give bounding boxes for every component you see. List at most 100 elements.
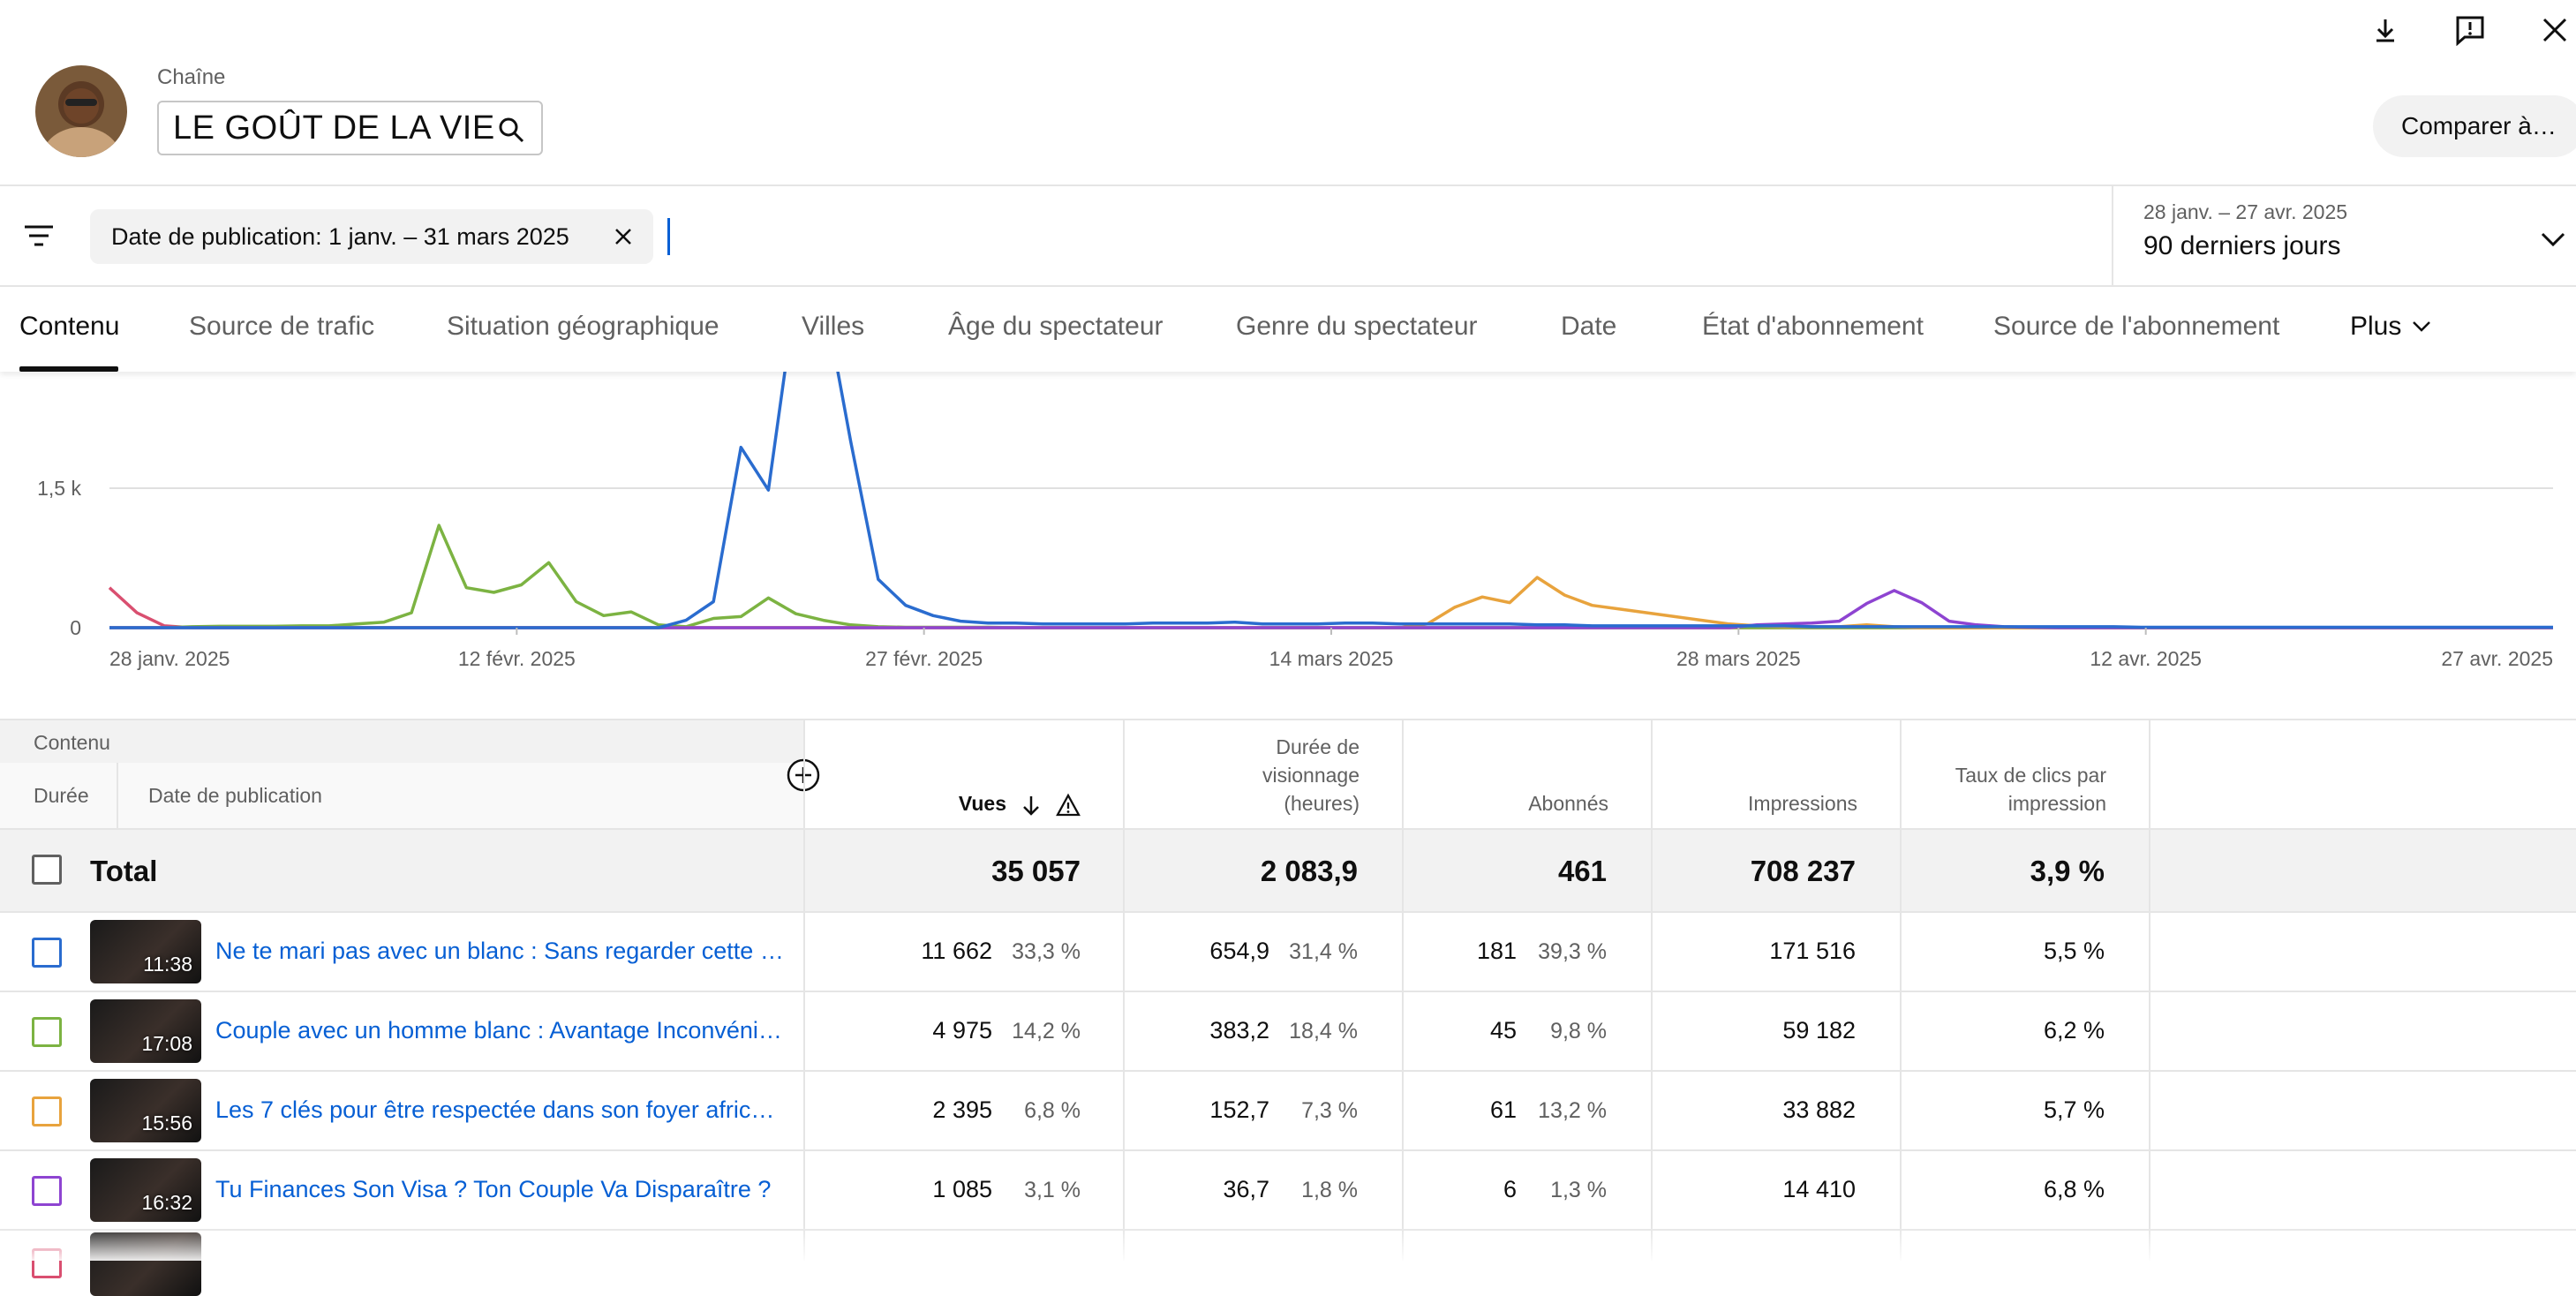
column-divider [1900,1072,1902,1149]
row-checkbox[interactable] [32,1096,62,1126]
tab-date[interactable]: Date [1561,312,1617,341]
duration-header[interactable]: Durée [34,784,89,807]
search-icon[interactable] [497,116,525,144]
column-header-vues[interactable]: Vues [803,719,1123,830]
tab-genre-spectateur[interactable]: Genre du spectateur [1236,312,1478,341]
active-tab-indicator [19,366,118,372]
column-divider [2149,1151,2150,1229]
content-table: Contenu Durée Date de publication Vues D… [0,719,2576,1296]
row-vues: 2 395 [932,1096,992,1123]
pubdate-header[interactable]: Date de publication [148,784,322,807]
total-vues: 35 057 [991,855,1081,887]
row-vues-pct: 3,1 % [1024,1178,1081,1202]
compare-button[interactable]: Comparer à… [2373,95,2576,157]
column-divider [2149,830,2150,911]
column-divider [1402,1072,1404,1149]
column-divider [1900,1151,1902,1229]
row-checkbox[interactable] [32,1017,62,1047]
filter-chip[interactable]: Date de publication: 1 janv. – 31 mars 2… [90,209,653,264]
feedback-icon[interactable] [2451,11,2489,49]
content-header[interactable]: Contenu [34,731,110,754]
tab-situation-geographique[interactable]: Situation géographique [447,312,719,341]
x-tick-label: 27 févr. 2025 [865,647,983,670]
column-header-watch-time[interactable]: Durée de visionnage (heures) [1123,719,1402,830]
video-duration: 17:08 [141,1032,192,1055]
tab-contenu[interactable]: Contenu [19,312,120,341]
table-row[interactable]: 16:32 Tu Finances Son Visa ? Ton Couple V… [0,1151,2576,1231]
vues-header-label: Vues [958,792,1006,815]
column-header-ctr[interactable]: Taux de clics par impression [1900,719,2149,830]
row-checkbox[interactable] [32,1176,62,1206]
column-divider [1123,913,1125,991]
row-vues-pct: 14,2 % [1012,1019,1081,1044]
tab-plus[interactable]: Plus [2350,312,2433,342]
row-vues: 4 975 [932,1017,992,1044]
video-title-link[interactable]: Les 7 clés pour être respectée dans son … [215,1096,786,1123]
row-abonnes: 61 [1489,1096,1517,1123]
row-ctr: 6,2 % [2043,1017,2105,1044]
views-line-chart: 1,5 k 0 28 janv. 2025 12 févr. 2025 27 févr.… [0,372,2576,719]
row-watch-pct: 18,4 % [1289,1019,1358,1044]
row-vues-pct: 33,3 % [1012,939,1081,964]
chevron-down-icon[interactable] [2535,222,2571,257]
tab-source-abonnement[interactable]: Source de l'abonnement [1993,312,2280,341]
table-row[interactable]: 17:08 Couple avec un homme blanc : Avanta… [0,992,2576,1072]
sort-down-icon[interactable] [1019,793,1043,818]
channel-avatar [35,65,127,157]
column-divider [1123,830,1125,911]
tab-source-trafic[interactable]: Source de trafic [189,312,375,341]
chevron-down-icon [2413,321,2431,332]
date-preset-text: 90 derniers jours [2143,231,2341,260]
warning-icon[interactable] [1056,793,1081,818]
video-thumbnail[interactable]: 17:08 [90,999,201,1063]
row-checkbox[interactable] [32,938,62,968]
tab-age-spectateur[interactable]: Âge du spectateur [948,312,1164,341]
row-vues-pct: 6,8 % [1024,1098,1081,1123]
close-icon[interactable] [2535,11,2574,49]
table-row[interactable]: 15:56 Les 7 clés pour être respectée dans… [0,1072,2576,1151]
tab-villes[interactable]: Villes [802,312,865,341]
row-watch-time: 383,2 [1209,1017,1269,1044]
video-duration: 15:56 [141,1111,192,1134]
row-impressions: 171 516 [1769,938,1856,964]
video-title-link[interactable]: Tu Finances Son Visa ? Ton Couple Va Dis… [215,1176,772,1202]
row-abonnes-pct: 1,3 % [1550,1178,1607,1202]
total-label: Total [90,855,158,887]
dimension-tabs: Contenu Source de trafic Situation géogr… [0,287,2576,372]
video-thumbnail[interactable]: 15:56 [90,1079,201,1142]
video-title-link[interactable]: Couple avec un homme blanc : Avantage In… [215,1017,786,1044]
total-watch-time: 2 083,9 [1260,855,1358,887]
row-impressions: 14 410 [1782,1176,1856,1202]
filter-input-caret[interactable] [667,218,670,255]
video-thumbnail[interactable]: 16:32 [90,1158,201,1222]
video-title-link[interactable]: Ne te mari pas avec un blanc : Sans rega… [215,938,786,964]
chip-close-icon[interactable] [609,222,637,251]
row-abonnes-pct: 13,2 % [1538,1098,1607,1123]
series-line-green [109,524,2553,629]
scroll-fade [0,1225,2576,1261]
channel-selector[interactable]: LE GOÛT DE LA VIE [157,101,543,155]
video-thumbnail[interactable]: 11:38 [90,920,201,983]
download-icon[interactable] [2366,11,2405,49]
tab-etat-abonnement[interactable]: État d'abonnement [1702,312,1924,341]
column-divider [1123,1072,1125,1149]
column-divider [1651,1151,1653,1229]
filter-icon[interactable] [19,216,58,255]
ctr-header-label: Taux de clics par impression [1955,764,2106,815]
x-tick-label: 12 avr. 2025 [2090,647,2202,670]
date-range-picker[interactable]: 28 janv. – 27 avr. 2025 90 derniers jour… [2112,186,2576,287]
table-row[interactable]: 11:38 Ne te mari pas avec un blanc : Sans… [0,913,2576,992]
date-range-text: 28 janv. – 27 avr. 2025 [2143,200,2348,223]
header-divider [117,763,118,832]
tab-plus-label: Plus [2350,312,2402,341]
x-tick-label: 28 janv. 2025 [109,647,230,670]
column-divider [1402,992,1404,1070]
row-ctr: 5,7 % [2043,1096,2105,1123]
total-checkbox[interactable] [32,855,62,885]
subs-header-label: Abonnés [1528,792,1608,815]
column-header-impressions[interactable]: Impressions [1651,719,1900,830]
column-divider [803,913,805,991]
column-divider [1402,1151,1404,1229]
column-divider [1123,1151,1125,1229]
column-header-abonnes[interactable]: Abonnés [1402,719,1651,830]
